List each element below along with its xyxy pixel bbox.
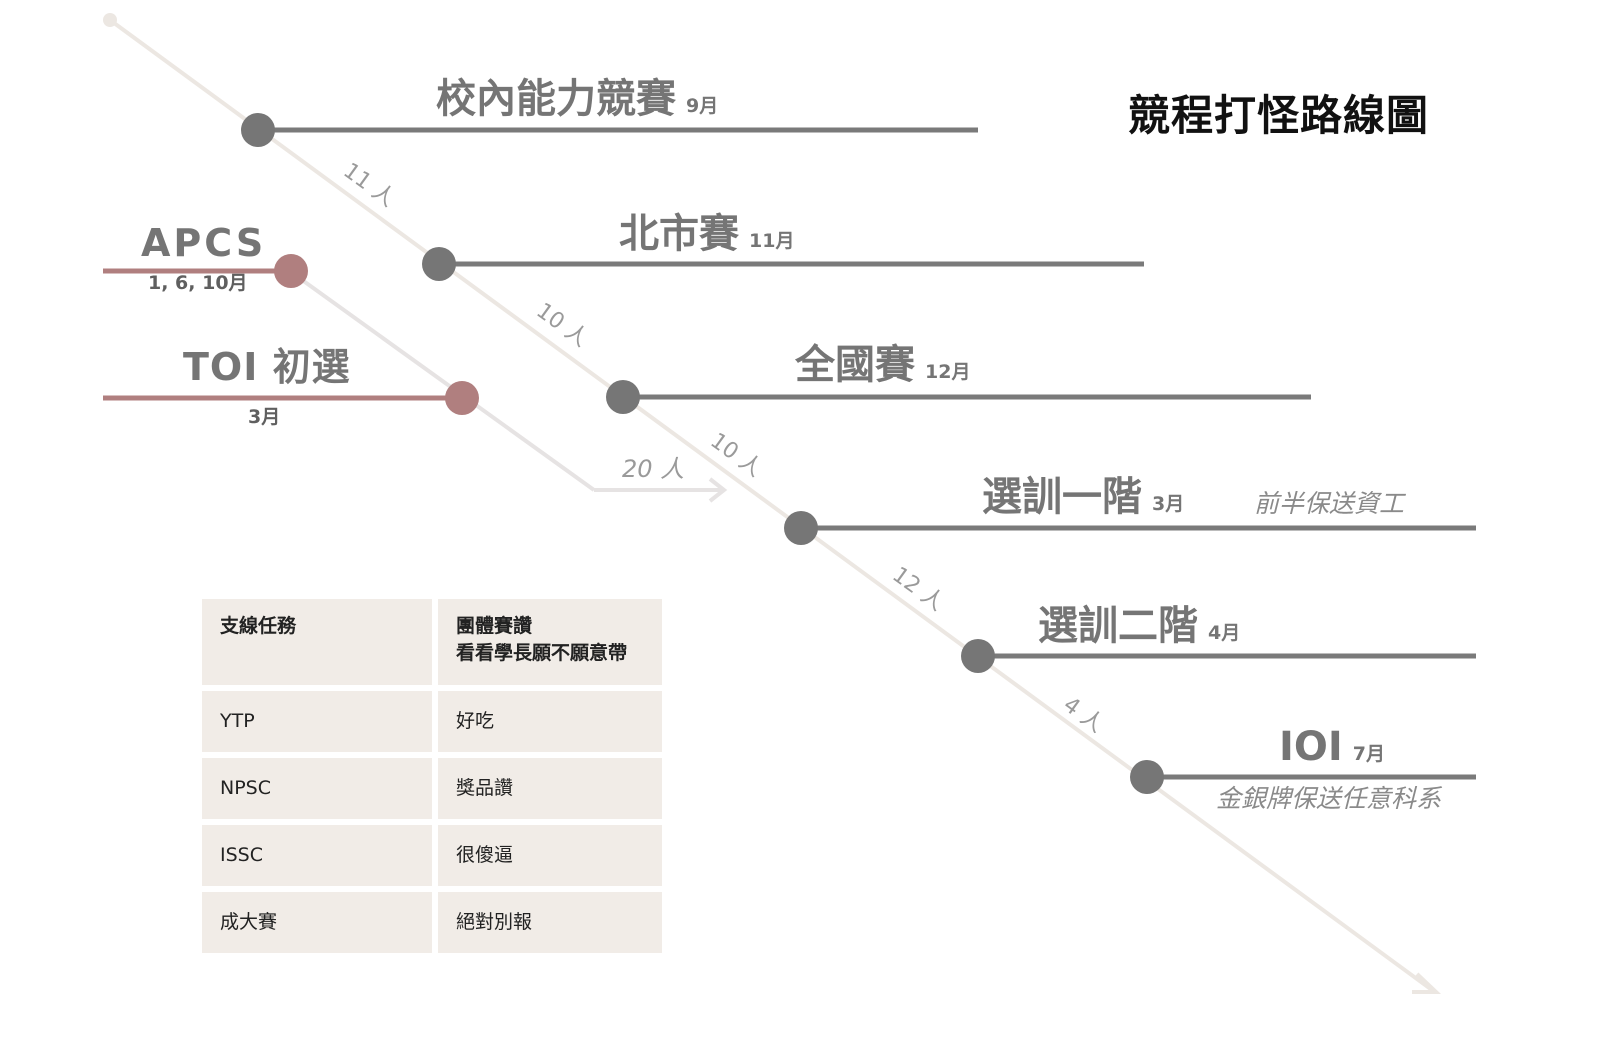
stage-label-school: 校內能力競賽 9月 [436,79,718,119]
stage-name: IOI [1279,724,1343,770]
stage-label-taipei: 北市賽 11月 [619,214,794,254]
stage-node-ioi [1130,760,1164,794]
stage-note-camp1: 前半保送資工 [1254,489,1405,518]
stage-note-ioi: 金銀牌保送任意科系 [1216,784,1442,813]
table-cell: 絕對別報 [438,892,662,953]
side-quests-table: 支線任務 團體賽讚 看看學長願不願意帶 YTP 好吃 NPSC 獎品讚 ISSC… [196,593,668,959]
stage-label-camp2: 選訓二階 4月 [1038,606,1240,646]
side-arrowhead [708,477,728,503]
table-cell: YTP [202,691,432,752]
table-cell: NPSC [202,758,432,819]
stage-month: 9月 [686,95,719,117]
stage-month: 4月 [1208,622,1241,644]
main-diagonal-line [108,18,1434,992]
diagram-title: 競程打怪路線圖 [1128,91,1430,140]
stage-node-national [606,380,640,414]
stage-name: 選訓一階 [982,474,1142,520]
stage-month: 3月 [1152,493,1185,515]
table-row: ISSC 很傻逼 [202,825,662,886]
stage-node-taipei [422,247,456,281]
diagonal-arrowhead [1412,972,1442,994]
stage-month: 7月 [1352,743,1386,765]
side-month-apcs: 1, 6, 10月 [148,272,248,294]
table-row: YTP 好吃 [202,691,662,752]
stage-node-camp1 [784,511,818,545]
stage-label-camp1: 選訓一階 3月 [982,477,1184,517]
table-cell: 成大賽 [202,892,432,953]
stage-node-school [241,113,275,147]
side-node-toi [445,381,479,415]
stage-label-national: 全國賽 12月 [795,345,970,385]
side-node-apcs [274,254,308,288]
stage-name: 選訓二階 [1038,603,1198,649]
table-header-row: 支線任務 團體賽讚 看看學長願不願意帶 [202,599,662,685]
side-label-toi: TOI 初選 [183,345,351,389]
side-advance-count: 20 人 [622,455,685,483]
table-cell: ISSC [202,825,432,886]
table-row: NPSC 獎品讚 [202,758,662,819]
stage-name: 全國賽 [795,342,915,388]
stage-name: 北市賽 [619,211,739,257]
side-diagonal-line [289,270,596,492]
table-header-cell: 支線任務 [202,599,432,685]
table-cell: 好吃 [438,691,662,752]
stage-month: 11月 [749,230,795,252]
side-month-toi: 3月 [248,406,281,428]
stage-month: 12月 [925,361,971,383]
diagonal-start-dot [103,13,117,27]
stage-node-camp2 [961,639,995,673]
stage-name: 校內能力競賽 [436,76,676,122]
table-row: 成大賽 絕對別報 [202,892,662,953]
table-cell: 獎品讚 [438,758,662,819]
table-cell: 很傻逼 [438,825,662,886]
table-header-cell: 團體賽讚 看看學長願不願意帶 [438,599,662,685]
stage-label-ioi: IOI 7月 [1279,727,1385,767]
side-label-apcs: APCS [141,221,267,265]
